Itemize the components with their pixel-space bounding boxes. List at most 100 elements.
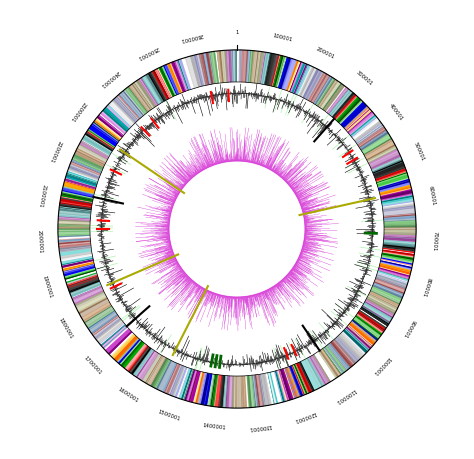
Wedge shape bbox=[75, 151, 105, 166]
Wedge shape bbox=[157, 258, 175, 267]
Wedge shape bbox=[337, 337, 358, 361]
Text: 700001: 700001 bbox=[431, 231, 438, 251]
Wedge shape bbox=[289, 273, 292, 275]
Wedge shape bbox=[382, 196, 413, 204]
Wedge shape bbox=[168, 219, 170, 220]
Wedge shape bbox=[78, 297, 107, 312]
Wedge shape bbox=[65, 175, 97, 189]
Wedge shape bbox=[180, 184, 184, 187]
Wedge shape bbox=[169, 245, 171, 246]
Wedge shape bbox=[214, 295, 220, 322]
Wedge shape bbox=[177, 193, 179, 195]
Wedge shape bbox=[212, 160, 214, 166]
Wedge shape bbox=[174, 172, 187, 184]
Wedge shape bbox=[58, 235, 90, 238]
Wedge shape bbox=[186, 286, 201, 310]
Wedge shape bbox=[270, 166, 273, 170]
Wedge shape bbox=[257, 374, 271, 407]
Wedge shape bbox=[268, 55, 278, 87]
Wedge shape bbox=[180, 269, 182, 270]
Wedge shape bbox=[299, 187, 330, 202]
Wedge shape bbox=[94, 120, 120, 141]
Wedge shape bbox=[167, 251, 173, 253]
Wedge shape bbox=[263, 374, 269, 405]
Wedge shape bbox=[238, 297, 239, 325]
Wedge shape bbox=[71, 158, 102, 175]
Wedge shape bbox=[176, 264, 179, 266]
Wedge shape bbox=[310, 357, 326, 385]
Wedge shape bbox=[267, 371, 284, 404]
Wedge shape bbox=[65, 177, 96, 188]
Wedge shape bbox=[303, 213, 310, 215]
Wedge shape bbox=[272, 287, 274, 292]
Wedge shape bbox=[301, 207, 303, 208]
Wedge shape bbox=[240, 142, 241, 162]
Wedge shape bbox=[301, 202, 318, 207]
Wedge shape bbox=[302, 204, 324, 211]
Wedge shape bbox=[230, 128, 232, 162]
Wedge shape bbox=[228, 159, 229, 162]
Wedge shape bbox=[199, 54, 208, 86]
Wedge shape bbox=[273, 168, 276, 173]
Wedge shape bbox=[305, 226, 317, 227]
Wedge shape bbox=[164, 248, 172, 250]
Wedge shape bbox=[196, 162, 202, 172]
Wedge shape bbox=[192, 282, 195, 285]
Wedge shape bbox=[383, 204, 416, 220]
Wedge shape bbox=[242, 156, 243, 162]
Wedge shape bbox=[175, 275, 187, 286]
Wedge shape bbox=[174, 258, 175, 259]
Wedge shape bbox=[300, 203, 301, 204]
Wedge shape bbox=[223, 296, 224, 298]
Wedge shape bbox=[179, 268, 181, 269]
Wedge shape bbox=[63, 179, 96, 194]
Wedge shape bbox=[60, 252, 93, 266]
Wedge shape bbox=[384, 229, 416, 234]
Wedge shape bbox=[187, 277, 188, 278]
Wedge shape bbox=[70, 282, 100, 293]
Wedge shape bbox=[383, 215, 416, 221]
Wedge shape bbox=[211, 292, 212, 294]
Wedge shape bbox=[105, 329, 131, 353]
Wedge shape bbox=[292, 270, 306, 280]
Wedge shape bbox=[374, 280, 405, 295]
Wedge shape bbox=[359, 131, 387, 150]
Wedge shape bbox=[319, 82, 337, 108]
Wedge shape bbox=[277, 163, 286, 175]
Wedge shape bbox=[361, 302, 393, 325]
Wedge shape bbox=[243, 297, 244, 303]
Wedge shape bbox=[288, 274, 296, 280]
Wedge shape bbox=[198, 170, 200, 173]
Wedge shape bbox=[127, 345, 147, 371]
Wedge shape bbox=[183, 185, 185, 186]
Wedge shape bbox=[217, 294, 218, 296]
Wedge shape bbox=[166, 222, 170, 223]
Wedge shape bbox=[192, 282, 194, 283]
Wedge shape bbox=[89, 124, 118, 147]
Wedge shape bbox=[258, 294, 262, 304]
Wedge shape bbox=[283, 179, 285, 180]
Wedge shape bbox=[303, 212, 319, 215]
Wedge shape bbox=[275, 171, 277, 174]
Wedge shape bbox=[305, 224, 312, 225]
Wedge shape bbox=[295, 191, 301, 195]
Wedge shape bbox=[278, 174, 280, 176]
Wedge shape bbox=[358, 129, 390, 152]
Wedge shape bbox=[294, 266, 299, 269]
Wedge shape bbox=[244, 297, 246, 303]
Wedge shape bbox=[301, 205, 307, 207]
Wedge shape bbox=[169, 153, 192, 179]
Wedge shape bbox=[215, 294, 216, 296]
Wedge shape bbox=[142, 245, 171, 252]
Wedge shape bbox=[292, 269, 295, 270]
Wedge shape bbox=[359, 129, 386, 148]
Wedge shape bbox=[355, 123, 382, 143]
Wedge shape bbox=[376, 172, 407, 184]
Wedge shape bbox=[241, 51, 255, 84]
Wedge shape bbox=[68, 279, 100, 294]
Wedge shape bbox=[226, 51, 231, 83]
Wedge shape bbox=[292, 189, 293, 190]
Wedge shape bbox=[304, 217, 307, 218]
Wedge shape bbox=[164, 215, 171, 217]
Wedge shape bbox=[222, 376, 228, 408]
